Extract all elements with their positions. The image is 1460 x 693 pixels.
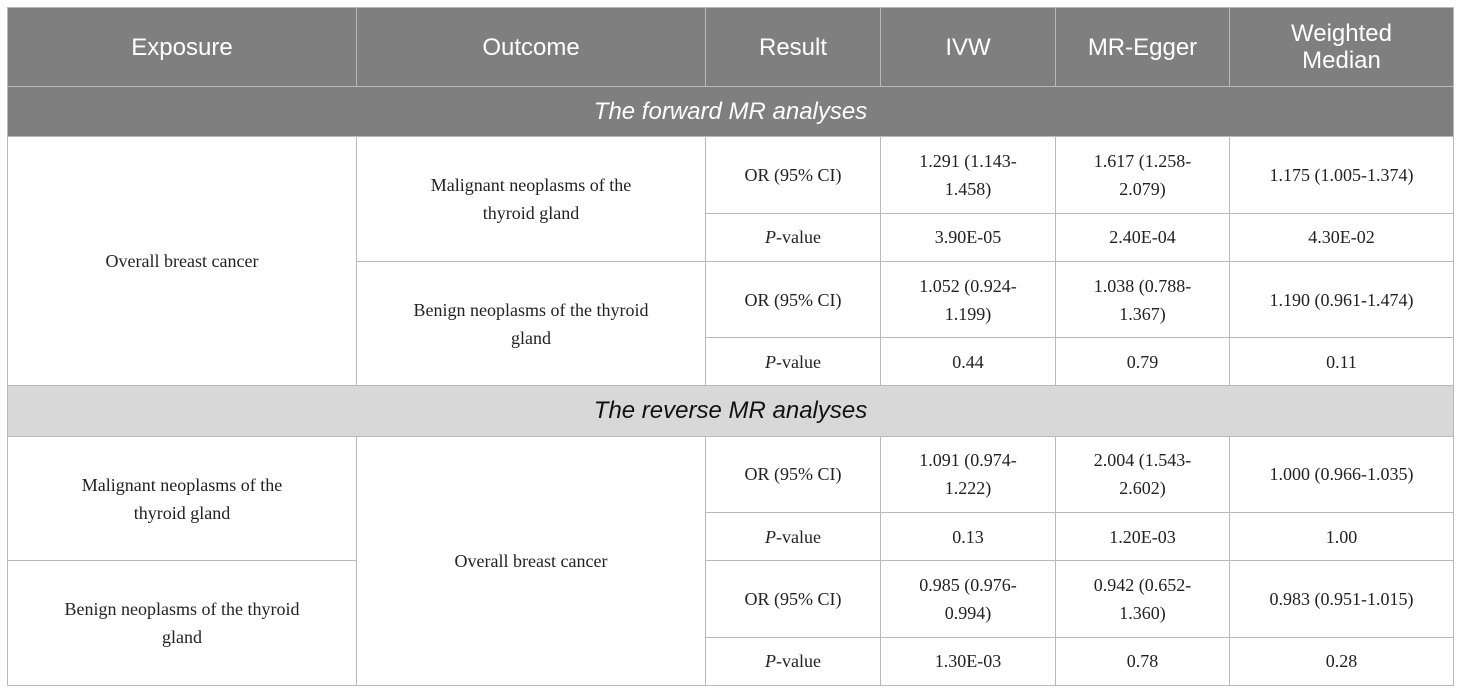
ivw-value: 3.90E-05 xyxy=(880,212,1056,262)
header-exposure: Exposure xyxy=(7,7,357,87)
ivw-value: 0.985 (0.976-0.994) xyxy=(880,560,1056,638)
mr-egger-value: 0.78 xyxy=(1055,636,1230,687)
mr-egger-value: 0.942 (0.652-1.360) xyxy=(1055,560,1230,638)
ivw-value: 1.291 (1.143-1.458) xyxy=(880,136,1056,214)
result-label-or: OR (95% CI) xyxy=(705,136,881,214)
header-row: Exposure Outcome Result IVW MR-Egger Wei… xyxy=(7,7,1454,87)
weighted-median-value: 1.190 (0.961-1.474) xyxy=(1229,260,1454,339)
mr-results-table: Exposure Outcome Result IVW MR-Egger Wei… xyxy=(7,7,1454,687)
mr-egger-value: 1.20E-03 xyxy=(1055,512,1230,562)
mr-egger-value: 2.004 (1.543-2.602) xyxy=(1055,435,1230,514)
ivw-value: 1.091 (0.974-1.222) xyxy=(880,435,1056,514)
mr-egger-value: 0.79 xyxy=(1055,337,1230,387)
table-row: P-value 1.30E-03 0.78 0.28 xyxy=(8,636,1454,687)
ivw-value: 0.13 xyxy=(880,512,1056,562)
table-row: P-value 3.90E-05 2.40E-04 4.30E-02 xyxy=(8,212,1454,262)
weighted-median-value: 0.28 xyxy=(1229,636,1454,687)
weighted-median-value: 1.000 (0.966-1.035) xyxy=(1229,435,1454,514)
exposure-cell: Benign neoplasms of the thyroid gland xyxy=(7,560,357,686)
weighted-median-value: 0.983 (0.951-1.015) xyxy=(1229,560,1454,638)
result-label-or: OR (95% CI) xyxy=(705,560,881,638)
header-outcome: Outcome xyxy=(356,7,706,87)
header-ivw: IVW xyxy=(880,7,1056,87)
result-label-p-value: P-value xyxy=(705,512,881,562)
header-mr-egger: MR-Egger xyxy=(1055,7,1230,87)
result-label-p-value: P-value xyxy=(705,636,881,687)
ivw-value: 1.052 (0.924-1.199) xyxy=(880,260,1056,339)
outcome-cell: Malignant neoplasms of the thyroid gland xyxy=(356,136,706,262)
exposure-cell: Malignant neoplasms of the thyroid gland xyxy=(7,435,357,562)
section-row-reverse: The reverse MR analyses xyxy=(7,385,1454,437)
weighted-median-value: 1.175 (1.005-1.374) xyxy=(1229,136,1454,214)
ivw-value: 0.44 xyxy=(880,337,1056,387)
section-row-forward: The forward MR analyses xyxy=(7,85,1454,138)
header-result: Result xyxy=(705,7,881,87)
result-label-or: OR (95% CI) xyxy=(705,435,881,514)
section-title-forward: The forward MR analyses xyxy=(7,85,1454,138)
mr-egger-value: 2.40E-04 xyxy=(1055,212,1230,262)
weighted-median-value: 1.00 xyxy=(1229,512,1454,562)
table-row: Malignant neoplasms of the thyroid gland… xyxy=(7,435,1454,687)
result-label-p-value: P-value xyxy=(705,212,881,262)
table-row: P-value 0.13 1.20E-03 1.00 xyxy=(8,512,1454,562)
mr-egger-value: 1.617 (1.258-2.079) xyxy=(1055,136,1230,214)
result-label-or: OR (95% CI) xyxy=(705,260,881,339)
weighted-median-value: 0.11 xyxy=(1229,337,1454,387)
result-label-p-value: P-value xyxy=(705,337,881,387)
table-row: Benign neoplasms of the thyroid gland OR… xyxy=(8,260,1454,387)
outcome-cell: Benign neoplasms of the thyroid gland xyxy=(356,260,706,387)
mr-egger-value: 1.038 (0.788-1.367) xyxy=(1055,260,1230,339)
weighted-median-value: 4.30E-02 xyxy=(1229,212,1454,262)
table-row: Benign neoplasms of the thyroid gland OR… xyxy=(7,560,1454,686)
exposure-cell: Overall breast cancer xyxy=(7,136,357,387)
header-weighted-median: Weighted Median xyxy=(1229,7,1454,87)
outcome-cell: Overall breast cancer xyxy=(356,435,706,687)
ivw-value: 1.30E-03 xyxy=(880,636,1056,687)
table-row: Overall breast cancer Malignant neoplasm… xyxy=(7,136,1454,387)
section-title-reverse: The reverse MR analyses xyxy=(7,385,1454,437)
